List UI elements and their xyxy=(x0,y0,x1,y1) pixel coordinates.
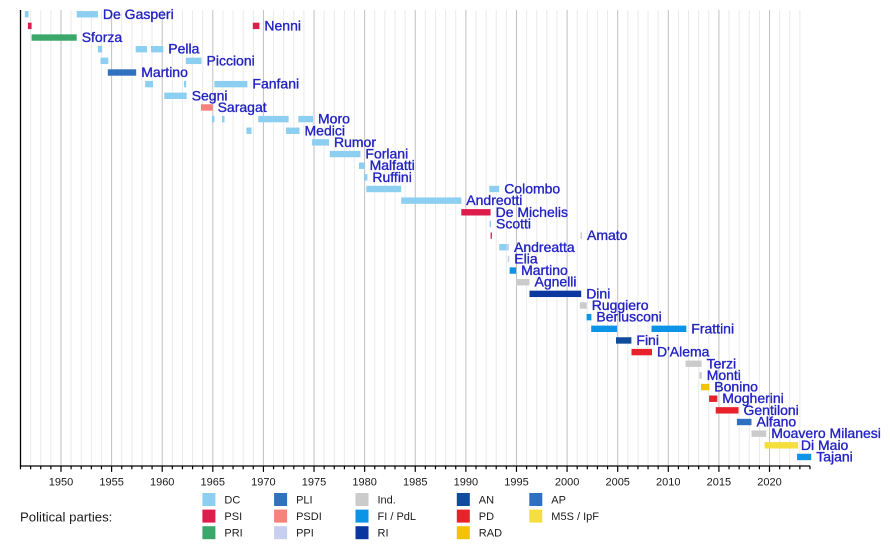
svg-text:PRI: PRI xyxy=(224,528,242,540)
svg-text:Elia: Elia xyxy=(514,250,538,266)
svg-text:Andreatta: Andreatta xyxy=(514,239,575,255)
svg-text:Frattini: Frattini xyxy=(691,320,734,336)
svg-text:Ruffini: Ruffini xyxy=(372,169,411,185)
svg-text:AN: AN xyxy=(479,494,494,506)
svg-text:Bonino: Bonino xyxy=(714,379,758,395)
svg-text:RAD: RAD xyxy=(479,528,502,540)
svg-text:Ind.: Ind. xyxy=(378,494,396,506)
svg-text:Di Maio: Di Maio xyxy=(801,437,849,453)
svg-text:Amato: Amato xyxy=(587,227,628,243)
svg-text:2010: 2010 xyxy=(656,477,680,489)
svg-text:Nenni: Nenni xyxy=(264,17,301,33)
svg-text:1970: 1970 xyxy=(251,477,275,489)
svg-text:Piccioni: Piccioni xyxy=(207,52,255,68)
svg-text:Mogherini: Mogherini xyxy=(722,390,783,406)
svg-text:1965: 1965 xyxy=(201,477,225,489)
svg-text:AP: AP xyxy=(551,494,566,506)
svg-text:Segni: Segni xyxy=(192,87,228,103)
svg-text:Sforza: Sforza xyxy=(82,29,123,45)
svg-text:De Gasperi: De Gasperi xyxy=(103,6,174,22)
svg-text:Rumor: Rumor xyxy=(334,134,376,150)
svg-text:De Michelis: De Michelis xyxy=(496,204,568,220)
svg-text:2020: 2020 xyxy=(757,477,781,489)
svg-text:DC: DC xyxy=(224,494,240,506)
svg-text:Political parties:: Political parties: xyxy=(20,509,112,524)
svg-text:Berlusconi: Berlusconi xyxy=(596,309,661,325)
svg-text:Moavero Milanesi: Moavero Milanesi xyxy=(771,425,881,441)
svg-text:Dini: Dini xyxy=(586,285,610,301)
svg-text:Ruggiero: Ruggiero xyxy=(592,297,649,313)
svg-text:Medici: Medici xyxy=(305,122,345,138)
svg-text:1955: 1955 xyxy=(99,477,123,489)
svg-text:1990: 1990 xyxy=(454,477,478,489)
svg-text:Andreotti: Andreotti xyxy=(466,192,522,208)
svg-text:Fini: Fini xyxy=(636,332,659,348)
svg-text:Moro: Moro xyxy=(318,111,350,127)
svg-text:M5S / IpF: M5S / IpF xyxy=(551,511,599,523)
svg-text:Scotti: Scotti xyxy=(496,215,531,231)
svg-text:Fanfani: Fanfani xyxy=(252,76,299,92)
svg-text:FI / PdL: FI / PdL xyxy=(378,511,417,523)
svg-text:Alfano: Alfano xyxy=(757,414,797,430)
svg-text:PD: PD xyxy=(479,511,494,523)
svg-text:Pella: Pella xyxy=(168,41,199,57)
svg-text:1995: 1995 xyxy=(504,477,528,489)
svg-text:Terzi: Terzi xyxy=(707,355,737,371)
svg-text:Saragat: Saragat xyxy=(218,99,267,115)
svg-text:1960: 1960 xyxy=(150,477,174,489)
svg-text:Agnelli: Agnelli xyxy=(535,274,577,290)
svg-text:PLI: PLI xyxy=(296,494,313,506)
svg-text:Monti: Monti xyxy=(707,367,741,383)
svg-text:1985: 1985 xyxy=(403,477,427,489)
svg-text:D'Alema: D'Alema xyxy=(657,344,710,360)
svg-text:1950: 1950 xyxy=(49,477,73,489)
svg-text:Tajani: Tajani xyxy=(816,448,853,464)
svg-text:1975: 1975 xyxy=(302,477,326,489)
svg-text:Forlani: Forlani xyxy=(365,146,408,162)
svg-text:PPI: PPI xyxy=(296,528,314,540)
svg-text:Gentiloni: Gentiloni xyxy=(744,402,799,418)
svg-text:2005: 2005 xyxy=(605,477,629,489)
svg-text:2015: 2015 xyxy=(707,477,731,489)
svg-text:PSDI: PSDI xyxy=(296,511,322,523)
svg-text:1980: 1980 xyxy=(352,477,376,489)
svg-text:Martino: Martino xyxy=(141,64,188,80)
svg-text:Colombo: Colombo xyxy=(504,181,560,197)
svg-text:PSI: PSI xyxy=(224,511,242,523)
svg-text:2000: 2000 xyxy=(555,477,579,489)
svg-text:RI: RI xyxy=(378,528,389,540)
svg-text:Martino: Martino xyxy=(521,262,568,278)
svg-text:Malfatti: Malfatti xyxy=(370,157,415,173)
